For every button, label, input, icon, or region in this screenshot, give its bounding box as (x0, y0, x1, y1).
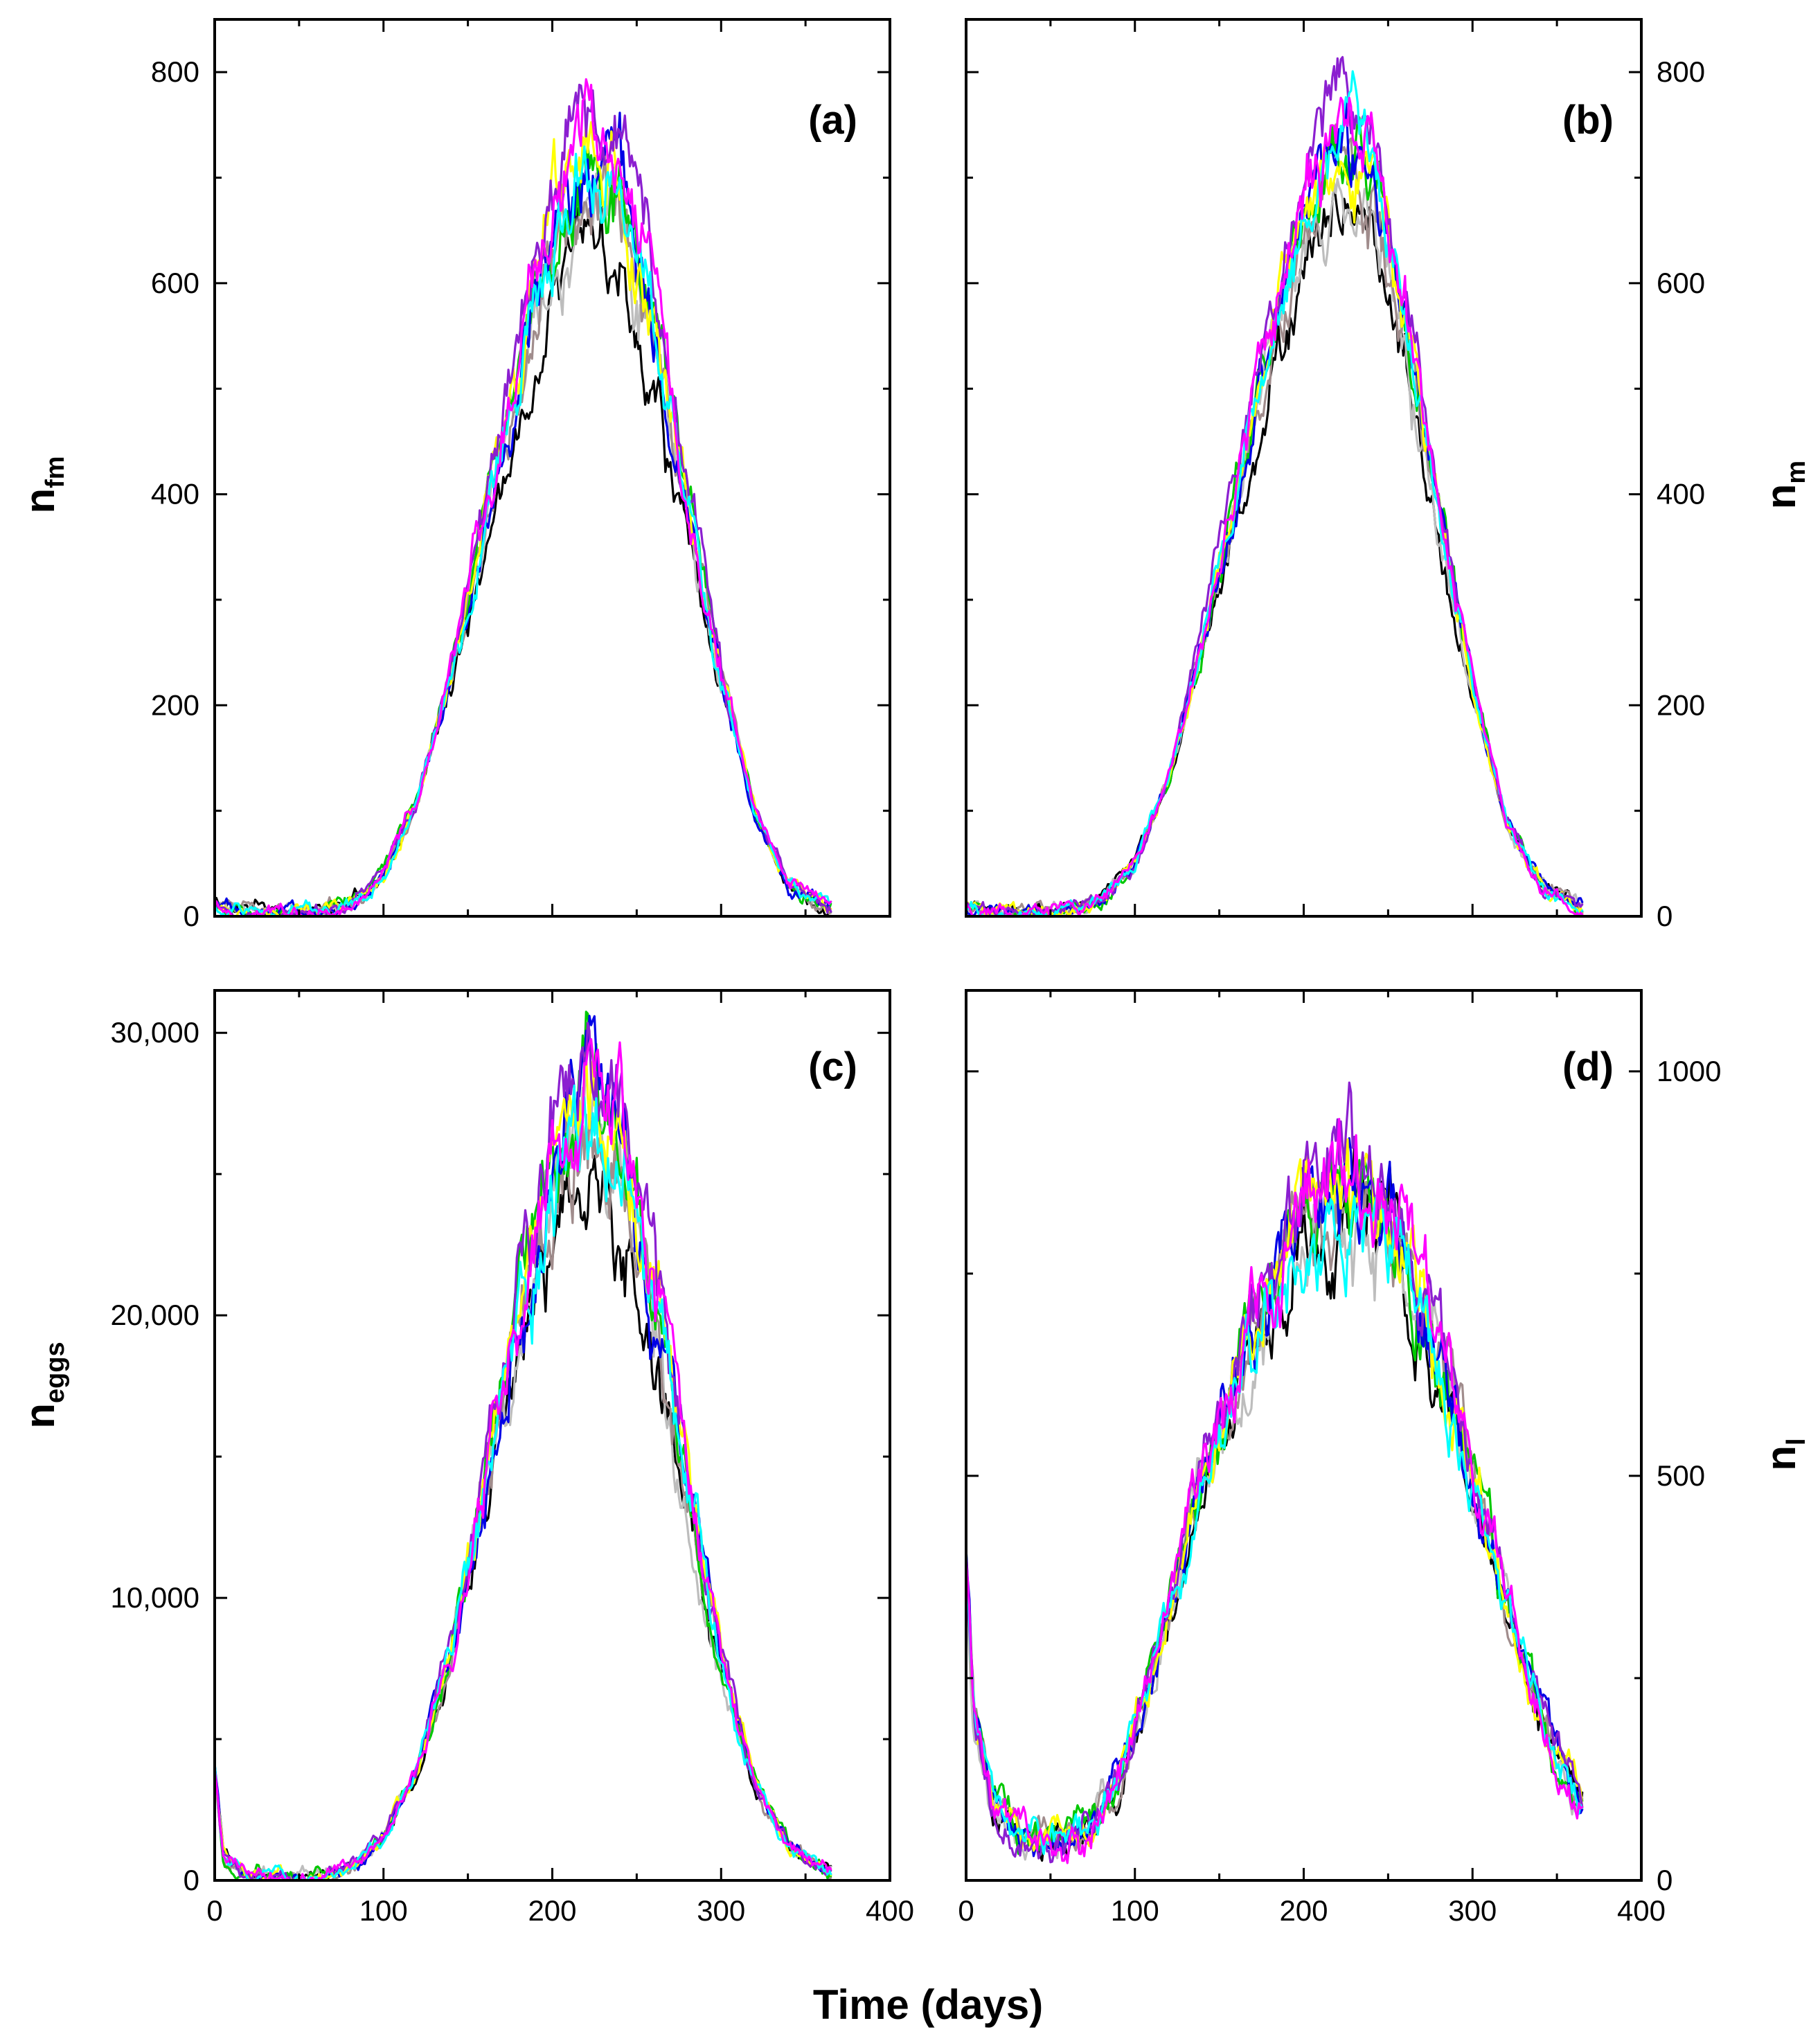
series-run-cyan (213, 1085, 832, 1882)
series-run-yellow (213, 1051, 832, 1882)
y-tick-label: 400 (151, 478, 199, 510)
panel-b-label: (b) (1562, 98, 1614, 143)
series-run-purple (213, 1022, 832, 1882)
series-run-yellow (965, 146, 1584, 918)
x-tick-label: 300 (697, 1894, 745, 1927)
y-tick-label: 0 (184, 900, 199, 932)
panel-a-traces (213, 78, 832, 918)
series-run-cyan (213, 145, 832, 918)
series-run-lightgray (213, 163, 832, 918)
x-tick-label: 200 (528, 1894, 576, 1927)
panel-c-ticks: 0 10,000 20,000 30,000 0 100 200 300 400 (111, 990, 914, 1927)
series-run-black (213, 1155, 832, 1882)
series-run-magenta (965, 1118, 1584, 1864)
series-run-purple (965, 55, 1584, 918)
y-tick-label: 30,000 (111, 1016, 199, 1049)
y-tick-label: 400 (1657, 478, 1705, 510)
series-run-blue (965, 98, 1584, 918)
x-tick-label: 400 (1617, 1894, 1666, 1927)
panel-a-label: (a) (808, 98, 857, 143)
series-run-purple (213, 83, 832, 918)
series-run-yellow (213, 121, 832, 918)
x-tick-label: 0 (206, 1894, 222, 1927)
series-run-green (213, 1010, 832, 1882)
panel-d: 0 500 1000 0 100 200 300 400 (d) (958, 989, 1721, 1927)
x-tick-label: 0 (958, 1894, 974, 1927)
panel-c: 0 10,000 20,000 30,000 0 100 200 300 400 (c) (111, 989, 914, 1927)
panel-b-ticks: 0 200 400 600 800 (965, 19, 1705, 932)
panel-d-ticks: 0 500 1000 0 100 200 300 400 (958, 990, 1721, 1927)
series-run-brown (213, 148, 832, 918)
x-tick-label: 400 (866, 1894, 914, 1927)
panel-a: 0 200 400 600 800 (a) (151, 18, 891, 932)
y-tick-label: 200 (151, 688, 199, 721)
panel-d-frame (965, 989, 1643, 1882)
y-tick-label: 800 (151, 55, 199, 88)
y-tick-label: 1000 (1657, 1055, 1721, 1087)
series-run-cyan (965, 1182, 1584, 1855)
panel-b-frame (965, 18, 1643, 918)
panel-d-traces (965, 1081, 1584, 1864)
ylabel-c: neggs (17, 1342, 70, 1428)
series-run-purple (965, 1081, 1584, 1864)
y-tick-label: 800 (1657, 55, 1705, 88)
series-run-green (213, 141, 832, 918)
x-tick-label: 100 (359, 1894, 408, 1927)
panel-c-label: (c) (808, 1044, 857, 1089)
y-tick-label: 600 (151, 267, 199, 299)
series-run-black (965, 182, 1584, 918)
y-tick-label: 500 (1657, 1459, 1705, 1492)
x-tick-label: 100 (1111, 1894, 1159, 1927)
y-tick-label: 0 (184, 1864, 199, 1896)
ylabel-b: nm (1758, 461, 1811, 509)
ylabel-a: nfm (17, 456, 70, 513)
y-tick-label: 10,000 (111, 1581, 199, 1614)
y-tick-label: 600 (1657, 267, 1705, 299)
panel-a-ticks: 0 200 400 600 800 (151, 19, 891, 932)
series-run-lightgray (213, 1060, 832, 1882)
series-run-magenta (965, 96, 1584, 918)
y-tick-label: 20,000 (111, 1299, 199, 1331)
panel-b: 0 200 400 600 800 (b) (965, 18, 1705, 932)
series-run-blue (213, 112, 832, 918)
panel-d-label: (d) (1562, 1044, 1614, 1089)
series-run-yellow (965, 1138, 1584, 1852)
y-tick-label: 0 (1657, 1864, 1672, 1896)
series-run-lightgray (965, 177, 1584, 918)
series-run-green (965, 116, 1584, 918)
y-tick-label: 0 (1657, 900, 1672, 932)
x-tick-label: 200 (1279, 1894, 1328, 1927)
series-run-cyan (965, 70, 1584, 918)
panel-c-traces (213, 1010, 832, 1882)
y-tick-label: 200 (1657, 688, 1705, 721)
series-run-brown (965, 123, 1584, 918)
panel-b-traces (965, 55, 1584, 918)
x-tick-label: 300 (1448, 1894, 1497, 1927)
x-axis-title: Time (days) (813, 1982, 1043, 2028)
series-run-magenta (213, 1038, 832, 1882)
ylabel-d: nl (1758, 1438, 1811, 1470)
series-run-magenta (213, 78, 832, 918)
series-run-blue (213, 1015, 832, 1882)
